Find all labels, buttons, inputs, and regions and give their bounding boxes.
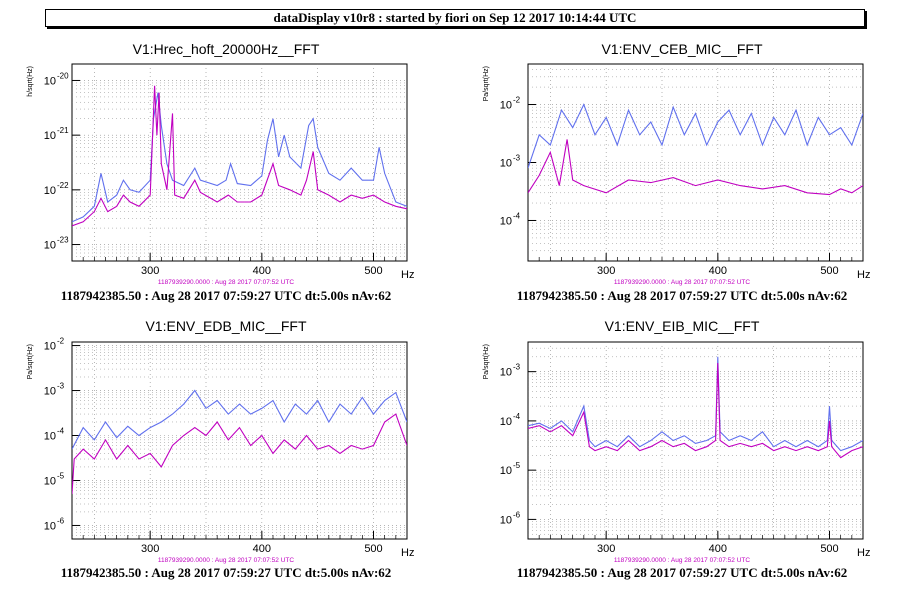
y-tick-exponent: -6	[513, 510, 521, 519]
chart-title: V1:Hrec_hoft_20000Hz__FFT	[133, 41, 320, 57]
chart-title: V1:ENV_EIB_MIC__FFT	[605, 318, 760, 334]
x-tick-label: 300	[141, 265, 159, 277]
plot-footer: 1187942385.50 : Aug 28 2017 07:59:27 UTC…	[517, 565, 848, 580]
y-tick-exponent: -2	[57, 337, 65, 346]
x-tick-label: 300	[597, 265, 615, 277]
x-tick-label: 500	[820, 265, 838, 277]
plot-footer: 1187942385.50 : Aug 28 2017 07:59:27 UTC…	[517, 288, 848, 303]
x-tick-label: 400	[253, 265, 271, 277]
x-tick-label: 400	[709, 265, 727, 277]
y-tick-label: 10	[44, 75, 56, 87]
x-axis-label: Hz	[857, 269, 870, 281]
plot-frame	[527, 63, 864, 262]
y-tick-exponent: -21	[57, 126, 69, 135]
x-tick-label: 400	[709, 543, 727, 555]
series-line-current	[72, 389, 407, 450]
y-tick-exponent: -4	[57, 427, 65, 436]
reference-timestamp: 1187939290.0000 : Aug 28 2017 07:07:52 U…	[158, 557, 294, 564]
x-tick-label: 500	[364, 265, 382, 277]
y-tick-label: 10	[44, 386, 56, 398]
x-tick-label: 400	[253, 543, 271, 555]
plot-frame	[71, 341, 408, 540]
series-line-reference	[72, 85, 407, 227]
y-axis-label: Pa/sqrt(Hz)	[483, 66, 490, 101]
y-tick-label: 10	[500, 215, 512, 227]
y-axis-label: h/sqrt(Hz)	[27, 66, 34, 97]
y-tick-exponent: -4	[513, 412, 521, 421]
series-line-reference	[528, 139, 863, 196]
x-axis-label: Hz	[401, 269, 414, 281]
chart-panel-1: V1:Hrec_hoft_20000Hz__FFT10-2010-2110-22…	[27, 41, 414, 303]
series-line-current	[528, 103, 863, 169]
y-axis-label: Pa/sqrt(Hz)	[27, 344, 34, 379]
y-tick-exponent: -3	[513, 363, 521, 372]
y-tick-exponent: -6	[57, 516, 65, 525]
series-line-current	[528, 356, 863, 452]
x-tick-label: 500	[820, 543, 838, 555]
reference-timestamp: 1187939290.0000 : Aug 28 2017 07:07:52 U…	[614, 557, 750, 564]
chart-title: V1:ENV_CEB_MIC__FFT	[601, 41, 762, 57]
y-tick-label: 10	[500, 100, 512, 112]
y-tick-label: 10	[44, 341, 56, 353]
y-tick-label: 10	[500, 367, 512, 379]
y-tick-label: 10	[500, 465, 512, 477]
y-tick-exponent: -3	[57, 382, 65, 391]
y-tick-exponent: -2	[513, 96, 521, 105]
y-tick-exponent: -5	[513, 461, 521, 470]
chart-title: V1:ENV_EDB_MIC__FFT	[145, 318, 306, 334]
x-axis-label: Hz	[401, 547, 414, 559]
window-title-bar: dataDisplay v10r8 : started by fiori on …	[45, 9, 865, 27]
x-tick-label: 500	[364, 543, 382, 555]
x-tick-label: 300	[141, 543, 159, 555]
y-tick-label: 10	[500, 514, 512, 526]
reference-timestamp: 1187939290.0000 : Aug 28 2017 07:07:52 U…	[614, 279, 750, 286]
window-title: dataDisplay v10r8 : started by fiori on …	[273, 10, 637, 25]
y-tick-label: 10	[44, 431, 56, 443]
y-tick-exponent: -22	[57, 181, 69, 190]
y-tick-label: 10	[44, 520, 56, 532]
x-axis-label: Hz	[857, 547, 870, 559]
y-tick-label: 10	[44, 130, 56, 142]
y-tick-exponent: -23	[57, 236, 69, 245]
y-axis-label: Pa/sqrt(Hz)	[483, 344, 490, 379]
y-tick-exponent: -3	[513, 154, 521, 163]
y-tick-exponent: -5	[57, 471, 65, 480]
plot-footer: 1187942385.50 : Aug 28 2017 07:59:27 UTC…	[61, 565, 392, 580]
x-tick-label: 300	[597, 543, 615, 555]
y-tick-label: 10	[500, 416, 512, 428]
y-tick-exponent: -20	[57, 71, 69, 80]
series-line-reference	[72, 413, 407, 495]
plot-footer: 1187942385.50 : Aug 28 2017 07:59:27 UTC…	[61, 288, 392, 303]
reference-timestamp: 1187939290.0000 : Aug 28 2017 07:07:52 U…	[158, 279, 294, 286]
plot-frame	[71, 63, 408, 262]
y-tick-label: 10	[44, 475, 56, 487]
y-tick-label: 10	[44, 240, 56, 252]
y-tick-label: 10	[44, 185, 56, 197]
series-line-reference	[528, 362, 863, 459]
y-tick-label: 10	[500, 158, 512, 170]
series-line-current	[72, 92, 407, 223]
y-tick-exponent: -4	[513, 211, 521, 220]
